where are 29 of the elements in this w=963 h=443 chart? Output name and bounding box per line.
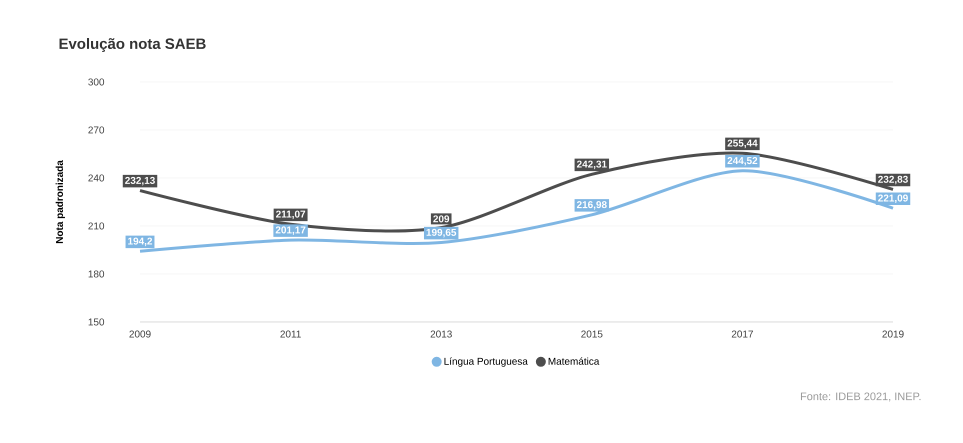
data-label: 232,83	[878, 176, 908, 184]
x-tick-label: 2019	[882, 330, 904, 338]
legend-label: Matemática	[548, 357, 600, 365]
y-tick-label: 180	[88, 270, 104, 278]
data-label: 232,13	[125, 176, 155, 186]
x-tick-label: 2009	[129, 330, 151, 338]
data-label: 211,07	[276, 210, 306, 220]
x-tick-label: 2013	[430, 330, 452, 338]
x-tick-label: 2011	[280, 330, 301, 338]
data-label: 244,52	[728, 157, 758, 166]
y-tick-label: 240	[88, 174, 104, 182]
y-tick-label: 270	[88, 126, 104, 134]
data-label: 209	[433, 215, 450, 222]
data-label: 242,31	[576, 160, 607, 170]
data-label: 221,09	[878, 194, 908, 204]
y-axis-title: Nota padronizada	[56, 160, 65, 244]
data-label: 194,2	[128, 238, 152, 246]
data-label: 216,98	[576, 201, 607, 210]
data-label: 201,17	[276, 226, 306, 235]
y-tick-label: 210	[88, 222, 104, 230]
chart-title: Evolução nota SAEB	[60, 38, 206, 52]
x-tick-label: 2015	[581, 330, 602, 338]
data-label: 199,65	[426, 228, 456, 238]
y-tick-label: 300	[88, 78, 104, 86]
x-tick-label: 2017	[732, 330, 753, 338]
y-tick-label: 150	[88, 318, 104, 326]
source-note: Fonte: IDEB 2021, INEP.	[800, 392, 920, 402]
legend-label: Língua Portuguesa	[444, 357, 528, 367]
data-label: 255,44	[728, 140, 758, 148]
